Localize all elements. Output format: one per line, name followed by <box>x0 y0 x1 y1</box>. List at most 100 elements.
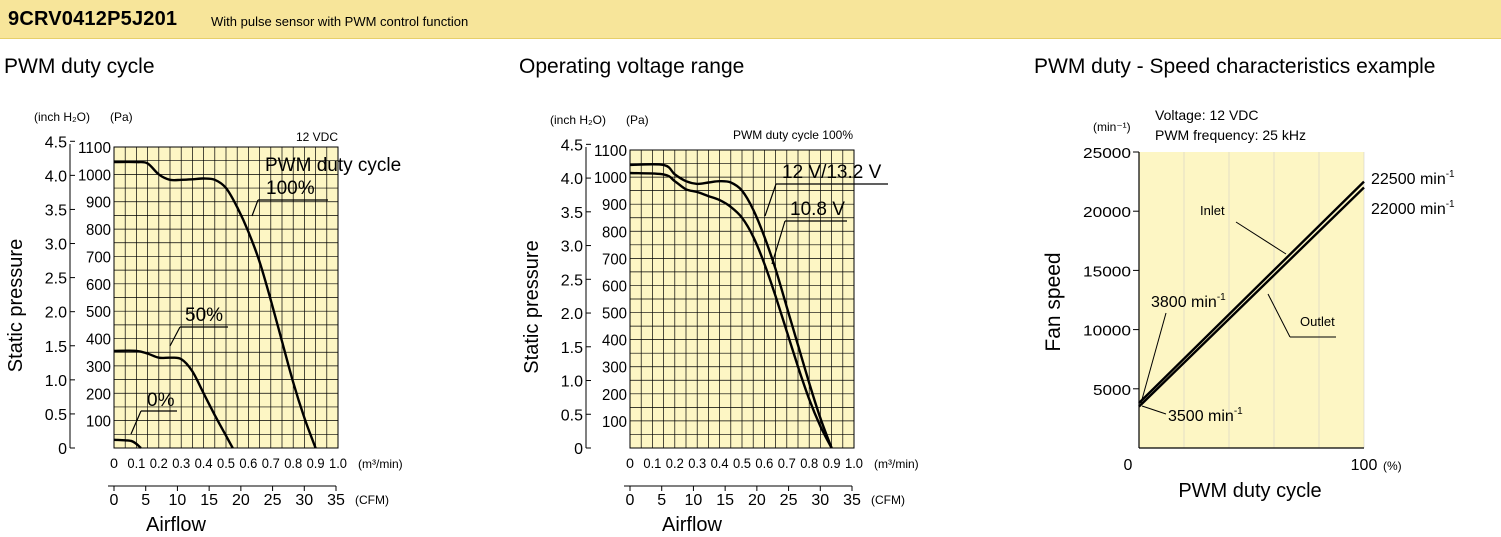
chart1-leader-line <box>251 199 259 217</box>
chart3-y-tick: 25000 <box>1083 145 1131 162</box>
chart2-y-axis-title: Static pressure <box>521 240 543 373</box>
chart1-x-tick-m3: 0 <box>110 455 118 471</box>
chart1-y-tick-inch: 1.0 <box>45 373 67 390</box>
chart2-x-tick-cfm: 10 <box>685 492 703 509</box>
chart2-x-tick-m3: 0.6 <box>755 455 773 471</box>
chart1-y-tick-pa: 500 <box>86 304 111 321</box>
chart2-leader-line <box>764 183 777 217</box>
chart1-x-tick-cfm: 0 <box>110 492 119 509</box>
chart2-x-tick-m3: 0 <box>626 455 634 471</box>
chart2-x-tick-m3: 0.5 <box>733 455 751 471</box>
chart3-x-tick: 0 <box>1124 457 1133 474</box>
chart2-x-tick-cfm: 25 <box>780 492 798 509</box>
chart1-x-tick-m3: 0.8 <box>284 455 302 471</box>
chart2-leader-line <box>771 220 786 265</box>
chart1-inch-unit-label: (inch H₂O) <box>34 110 90 124</box>
chart1-y-tick-pa: 600 <box>86 277 111 294</box>
model-description: With pulse sensor with PWM control funct… <box>211 14 469 29</box>
chart1-x-tick-m3: 0.1 <box>127 455 145 471</box>
chart1-y-tick-inch: 3.0 <box>45 237 67 254</box>
chart3-end-inlet-label-superscript: -1 <box>1446 169 1455 180</box>
chart2-x-tick-m3: 0.8 <box>800 455 818 471</box>
chart3-end-inlet-label: 22500 min-1 <box>1371 169 1455 188</box>
chart1-series-line-0 <box>113 160 317 449</box>
chart1-x-tick-m3: 0.2 <box>150 455 168 471</box>
chart2-y-tick-inch: 1.5 <box>561 340 583 357</box>
chart2-y-tick-pa: 400 <box>602 333 627 350</box>
chart2-y-tick-inch: 4.0 <box>561 171 583 188</box>
chart2-y-tick-pa: 800 <box>602 224 627 241</box>
chart2-x-tick-cfm: 20 <box>748 492 766 509</box>
chart2-x-axis-title: Airflow <box>662 514 723 536</box>
chart1-y-tick-pa: 700 <box>86 249 111 266</box>
chart2-x-unit-m3: (m³/min) <box>874 457 919 471</box>
chart1-y-tick-pa: 800 <box>86 222 111 239</box>
chart1-y-tick-pa: 1100 <box>78 140 111 157</box>
chart1-x-tick-m3: 0.4 <box>195 455 213 471</box>
chart3-series-label: Outlet <box>1300 314 1335 329</box>
chart2-y-tick-inch: 2.5 <box>561 272 583 289</box>
chart1-leader-line <box>130 410 142 435</box>
chart1-series-line-1 <box>113 349 234 449</box>
model-number: 9CRV0412P5J201 <box>8 8 178 30</box>
chart1-y-axis-title: Static pressure <box>5 239 27 372</box>
chart2-y-tick-inch: 0.5 <box>561 407 583 424</box>
chart3-x-tick: 100 <box>1351 457 1378 474</box>
chart2-x-tick-cfm: 0 <box>626 492 635 509</box>
chart1-x-tick-cfm: 15 <box>200 492 218 509</box>
chart2-condition-label: PWM duty cycle 100% <box>733 128 853 142</box>
chart1-series-line-2 <box>113 438 142 449</box>
chart1-series-label: 50% <box>185 305 223 326</box>
chart1-y-tick-inch: 2.5 <box>45 271 67 288</box>
chart1-legend-title: PWM duty cycle <box>265 155 401 176</box>
chart3-y-tick: 5000 <box>1093 382 1131 399</box>
chart2-y-tick-pa: 300 <box>602 360 627 377</box>
chart1-y-tick-pa: 1000 <box>78 167 111 184</box>
chart3-y-axis-title: Fan speed <box>1042 252 1065 351</box>
chart3-condition-label: PWM frequency: 25 kHz <box>1155 127 1306 143</box>
chart1-x-tick-m3: 0.3 <box>172 455 190 471</box>
chart3-plot-area <box>1139 152 1364 448</box>
chart1-series-label: 100% <box>266 178 315 199</box>
voltage-section-title: Operating voltage range <box>519 55 745 78</box>
chart3-end-outlet-label: 22000 min-1 <box>1371 199 1455 218</box>
chart1-y-tick-inch: 3.5 <box>45 202 67 219</box>
chart3-leader-line <box>1141 405 1167 415</box>
chart1-x-axis-title: Airflow <box>146 514 207 536</box>
chart2-x-tick-cfm: 15 <box>716 492 734 509</box>
chart2-x-tick-m3: 0.2 <box>666 455 684 471</box>
chart2-y-tick-pa: 700 <box>602 251 627 268</box>
chart2-y-tick-pa: 1000 <box>594 170 627 187</box>
chart2-series-line-0 <box>629 162 833 449</box>
chart1-x-tick-cfm: 20 <box>232 492 250 509</box>
chart2-x-tick-m3: 1.0 <box>845 455 863 471</box>
chart1-x-tick-cfm: 5 <box>141 492 150 509</box>
chart1-x-tick-cfm: 30 <box>295 492 313 509</box>
chart3-start-inlet-label: 3800 min-1 <box>1151 292 1226 311</box>
chart3-start-inlet-label-superscript: -1 <box>1217 292 1226 303</box>
chart2-x-unit-cfm: (CFM) <box>871 493 905 507</box>
chart3-y-tick: 20000 <box>1083 204 1131 221</box>
chart1-pa-unit-label: (Pa) <box>110 110 133 124</box>
chart3-y-tick: 10000 <box>1083 323 1131 340</box>
chart1-y-tick-pa: 400 <box>86 332 111 349</box>
chart2-y-tick-inch: 4.5 <box>561 137 583 154</box>
chart3-start-outlet-label-superscript: -1 <box>1234 406 1243 417</box>
chart1-leader-line <box>169 326 181 347</box>
chart2-y-tick-pa: 500 <box>602 306 627 323</box>
chart1-x-tick-m3: 0.6 <box>239 455 257 471</box>
chart3-end-outlet-label-superscript: -1 <box>1446 199 1455 210</box>
chart2-x-tick-m3: 0.4 <box>711 455 729 471</box>
chart2-x-tick-cfm: 35 <box>843 492 861 509</box>
chart1-y-tick-pa: 100 <box>86 414 111 431</box>
chart1-y-tick-pa: 300 <box>86 359 111 376</box>
chart2-x-tick-cfm: 5 <box>657 492 666 509</box>
chart1-y-tick-inch: 4.0 <box>45 168 67 185</box>
chart2-y-tick-pa: 900 <box>602 197 627 214</box>
duty-cycle-section-title: PWM duty cycle <box>4 55 155 78</box>
chart1-y-tick-inch: 4.5 <box>45 134 67 151</box>
chart2-y-tick-inch: 2.0 <box>561 306 583 323</box>
chart1-y-tick-pa: 200 <box>86 386 111 403</box>
chart1-condition-label: 12 VDC <box>296 130 338 144</box>
chart3-leader-line <box>1235 221 1287 255</box>
